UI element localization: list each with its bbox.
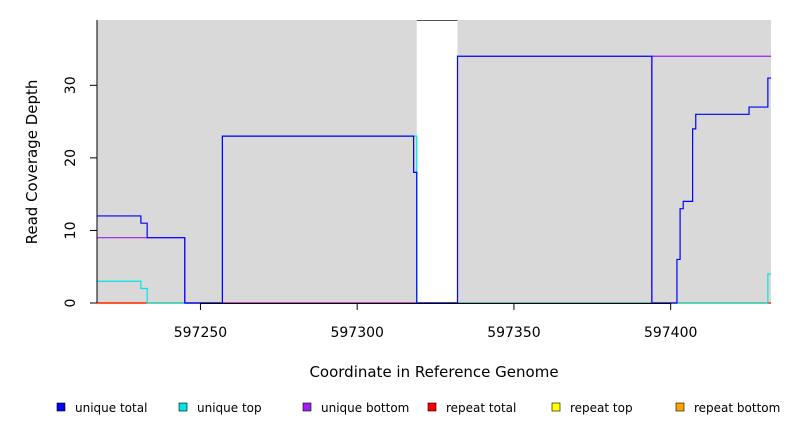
legend: unique total unique top unique bottom repea… xyxy=(56,401,780,415)
y-tick-label: 20 xyxy=(63,149,79,167)
x-tick-label: 597300 xyxy=(330,325,383,341)
series-line-unique-total xyxy=(97,55,771,304)
legend-label: unique bottom xyxy=(321,401,409,415)
y-tick-label: 10 xyxy=(63,222,79,240)
legend-swatch xyxy=(675,402,685,412)
legend-swatch xyxy=(178,402,188,412)
legend-swatch xyxy=(551,402,561,412)
legend-item: repeat top xyxy=(551,401,633,415)
legend-swatch xyxy=(302,402,312,412)
y-axis-title: Read Coverage Depth xyxy=(23,80,41,245)
x-tick-label: 597400 xyxy=(644,325,697,341)
legend-label: repeat bottom xyxy=(694,401,780,415)
x-axis-title: Coordinate in Reference Genome xyxy=(309,363,558,381)
y-tick-label: 0 xyxy=(63,299,79,308)
y-tick-label: 30 xyxy=(63,76,79,94)
x-tick-label: 597350 xyxy=(487,325,540,341)
uncovered-region xyxy=(416,20,458,303)
x-tick-label: 597250 xyxy=(174,325,227,341)
legend-swatch xyxy=(427,402,437,412)
legend-item: unique top xyxy=(178,401,262,415)
legend-item: unique bottom xyxy=(302,401,409,415)
legend-label: repeat total xyxy=(446,401,516,415)
legend-label: unique total xyxy=(75,401,147,415)
legend-label: repeat top xyxy=(570,401,633,415)
legend-swatch xyxy=(56,402,66,412)
legend-item: unique total xyxy=(56,401,147,415)
legend-label: unique top xyxy=(197,401,262,415)
legend-item: repeat total xyxy=(427,401,516,415)
legend-item: repeat bottom xyxy=(675,401,780,415)
